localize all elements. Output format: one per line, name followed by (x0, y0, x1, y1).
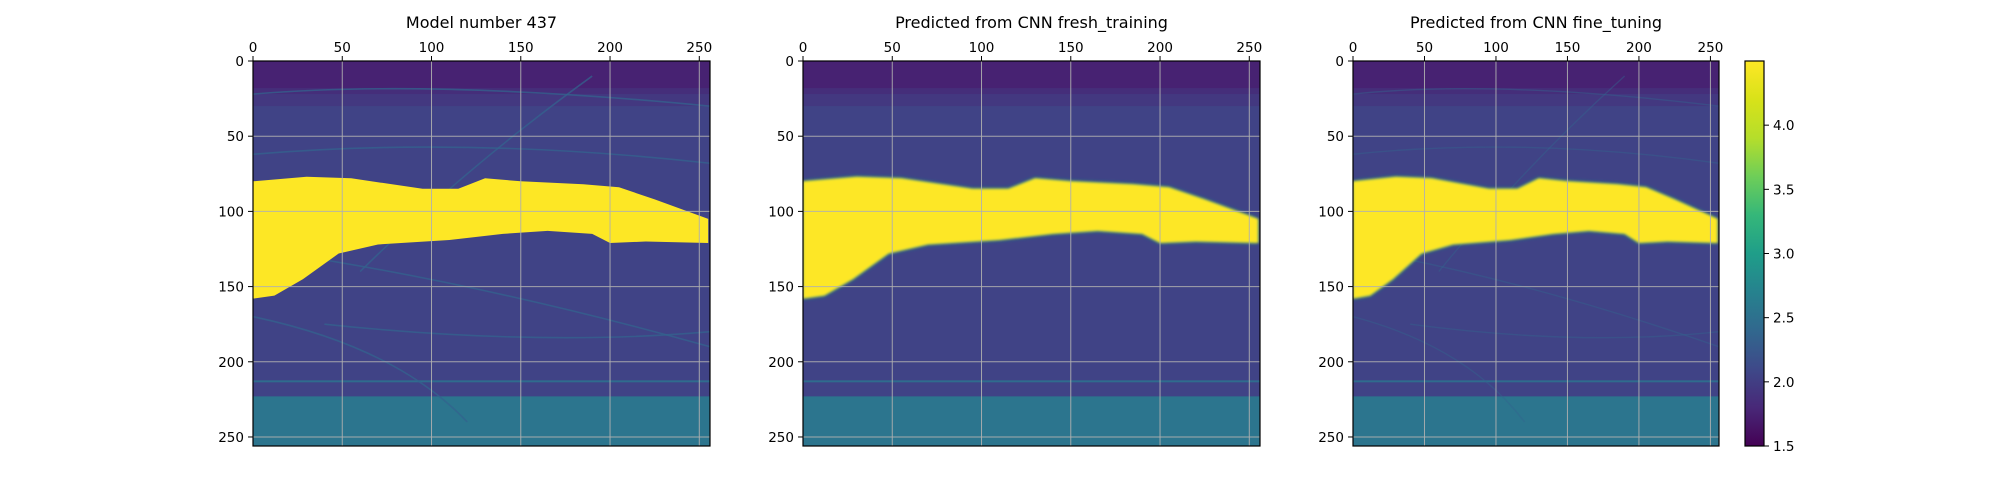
axes-frame (252, 60, 711, 447)
thin-layer-line (803, 380, 1260, 383)
bottom-layer (253, 396, 710, 446)
panel-title: Model number 437 (406, 13, 557, 32)
colorbar-gradient (1745, 61, 1764, 446)
colorbar-tick-label: 3.5 (1773, 182, 1794, 198)
y-tick-label: 150 (218, 280, 244, 296)
bottom-layer (803, 396, 1260, 446)
y-tick-label: 50 (777, 129, 794, 145)
x-tick-label: 100 (1483, 40, 1509, 56)
y-tick-label: 0 (785, 54, 794, 70)
axes-frame (802, 60, 1261, 447)
x-tick-label: 150 (1058, 40, 1084, 56)
reflector-line (359, 75, 593, 273)
y-tick-label: 50 (227, 129, 244, 145)
yellow-body (1353, 176, 1718, 299)
x-tick-label: 200 (597, 40, 623, 56)
panel-title: Predicted from CNN fine_tuning (1410, 13, 1662, 33)
y-tick-label: 0 (1335, 54, 1344, 70)
colorbar-tick-label: 1.5 (1773, 439, 1794, 455)
panel-3: 00 50 50 100 100 150 150 200 200 250 250 Predicted … (1318, 13, 1724, 447)
x-tick-label: 50 (884, 40, 901, 56)
reflector-line (324, 323, 710, 339)
colorbar-tick-label: 2.0 (1773, 375, 1794, 391)
reflector-line (1438, 75, 1626, 272)
x-tick-label: 150 (508, 40, 534, 56)
reflector-line (253, 146, 710, 165)
panel-2: 00 50 50 100 100 150 150 200 200 250 250 Predicted … (768, 13, 1262, 447)
panel-title: Predicted from CNN fresh_training (895, 13, 1168, 33)
reflector-line (1353, 146, 1719, 164)
y-tick-label: 50 (1327, 129, 1344, 145)
x-tick-label: 100 (969, 40, 995, 56)
heatmap-image (1353, 61, 1719, 446)
x-tick-label: 100 (419, 40, 445, 56)
colorbar-tick-label: 3.0 (1773, 247, 1794, 263)
colorbar-tick-label: 4.0 (1773, 118, 1794, 134)
y-tick-label: 150 (1318, 280, 1344, 296)
heatmap-image (253, 61, 710, 446)
x-tick-label: 200 (1147, 40, 1173, 56)
axes-frame (1352, 60, 1720, 447)
colorbar-tick-label: 2.5 (1773, 311, 1794, 327)
y-tick-label: 200 (768, 355, 794, 371)
panel-1: 00 50 50 100 100 150 150 200 200 250 250 Model numb… (218, 13, 712, 447)
reflector-line (253, 87, 710, 107)
thin-layer-line (253, 380, 710, 383)
thin-layer-line (1353, 380, 1719, 383)
x-tick-label: 250 (1698, 40, 1724, 56)
grid (252, 60, 710, 446)
y-tick-label: 250 (768, 430, 794, 446)
y-tick-label: 200 (1318, 355, 1344, 371)
y-tick-label: 250 (1318, 430, 1344, 446)
colorbar: 1.5 2.0 2.5 3.0 3.5 4.0 (1744, 60, 1794, 455)
x-tick-label: 150 (1555, 40, 1581, 56)
x-tick-label: 0 (1349, 40, 1358, 56)
x-tick-label: 50 (334, 40, 351, 56)
x-tick-label: 0 (249, 40, 258, 56)
y-tick-label: 100 (218, 204, 244, 220)
x-tick-label: 200 (1626, 40, 1652, 56)
x-tick-label: 0 (799, 40, 808, 56)
x-tick-label: 250 (686, 40, 712, 56)
reflector-line (1353, 315, 1526, 423)
reflector-line (253, 315, 468, 423)
x-tick-label: 50 (1416, 40, 1433, 56)
y-tick-label: 250 (218, 430, 244, 446)
y-tick-label: 200 (218, 355, 244, 371)
x-tick-label: 250 (1236, 40, 1262, 56)
y-tick-label: 100 (768, 204, 794, 220)
y-tick-label: 100 (1318, 204, 1344, 220)
reflector-line (1410, 323, 1719, 339)
heatmap-image (803, 61, 1260, 446)
yellow-body (253, 176, 709, 299)
y-tick-label: 0 (235, 54, 244, 70)
y-tick-label: 150 (768, 280, 794, 296)
bottom-layer (1353, 396, 1719, 446)
reflector-line (1353, 88, 1719, 107)
yellow-body (803, 176, 1259, 299)
